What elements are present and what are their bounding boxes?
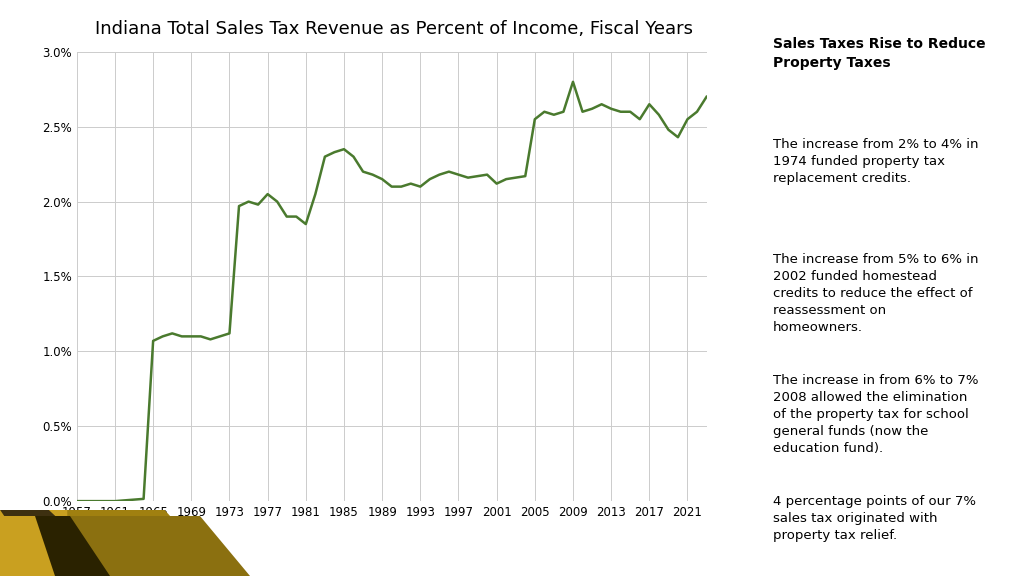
Polygon shape xyxy=(35,516,130,576)
Text: The increase from 5% to 6% in
2002 funded homestead
credits to reduce the effect: The increase from 5% to 6% in 2002 funde… xyxy=(773,253,979,335)
Text: Indiana Total Sales Tax Revenue as Percent of Income, Fiscal Years: Indiana Total Sales Tax Revenue as Perce… xyxy=(95,20,693,38)
Polygon shape xyxy=(70,516,250,576)
Text: The increase in from 6% to 7%
2008 allowed the elimination
of the property tax f: The increase in from 6% to 7% 2008 allow… xyxy=(773,374,979,456)
Text: 4 percentage points of our 7%
sales tax originated with
property tax relief.: 4 percentage points of our 7% sales tax … xyxy=(773,495,976,543)
Text: The increase from 2% to 4% in
1974 funded property tax
replacement credits.: The increase from 2% to 4% in 1974 funde… xyxy=(773,138,979,185)
Text: Sales Taxes Rise to Reduce
Property Taxes: Sales Taxes Rise to Reduce Property Taxe… xyxy=(773,37,986,70)
Polygon shape xyxy=(0,510,120,576)
Polygon shape xyxy=(68,510,224,576)
Polygon shape xyxy=(0,516,200,576)
Polygon shape xyxy=(0,510,75,576)
